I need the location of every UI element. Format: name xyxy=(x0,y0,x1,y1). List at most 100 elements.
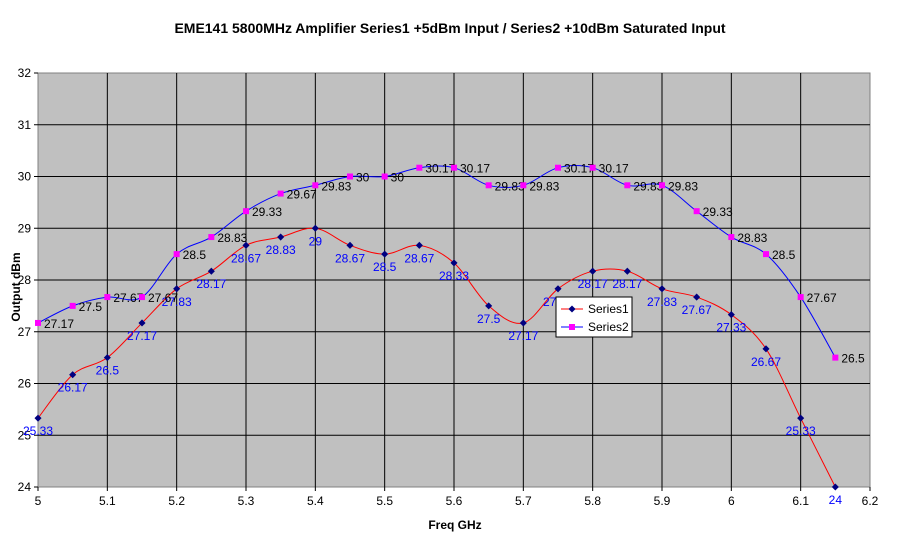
x-tick-label: 5.5 xyxy=(376,494,393,508)
y-tick-label: 28 xyxy=(18,273,32,287)
series1-point xyxy=(415,241,423,249)
series2-point xyxy=(728,234,735,241)
series2-data-label: 29.83 xyxy=(668,179,698,193)
x-tick-label: 5.6 xyxy=(446,494,463,508)
series2-data-label: 27.67 xyxy=(148,291,178,305)
series2-data-label: 30 xyxy=(356,171,370,185)
series2-point xyxy=(451,164,457,171)
series2-point xyxy=(520,182,527,189)
series1-data-label: 27.83 xyxy=(162,295,192,309)
legend-box xyxy=(555,296,633,338)
series1-data-label: 27.67 xyxy=(682,303,712,317)
series2-point xyxy=(485,182,492,189)
gridlines xyxy=(38,73,870,487)
series2-data-label: 27.5 xyxy=(79,300,103,314)
series1-point xyxy=(554,285,562,293)
y-tick-label: 27 xyxy=(18,325,32,339)
series2-data-label: 29.83 xyxy=(529,179,559,193)
series2-point xyxy=(35,319,41,326)
y-ticks: 24 25 26 27 28 29 30 31 32 xyxy=(18,66,38,494)
series1-data-label: 26.5 xyxy=(96,364,120,378)
series2-data-label: 30.17 xyxy=(564,162,594,176)
x-tick-label: 5.8 xyxy=(584,494,601,508)
series2-data-label: 29.33 xyxy=(703,205,733,219)
series1-point xyxy=(658,285,666,293)
series1-point xyxy=(69,371,77,379)
series2-point xyxy=(555,164,561,171)
series1-data-label: 28.67 xyxy=(231,251,261,265)
legend-marker xyxy=(569,324,575,330)
series2-data-label: 28.83 xyxy=(737,231,767,245)
legend: Series1 Series2 xyxy=(555,296,633,338)
series2-point xyxy=(381,173,388,180)
series1-data-label: 28.83 xyxy=(266,243,296,257)
series1-data-label: 28.33 xyxy=(439,269,469,283)
series2-point xyxy=(277,190,284,197)
series1-data-label: 28.17 xyxy=(578,277,608,291)
series2-point xyxy=(208,234,215,241)
series2-data-label: 29.83 xyxy=(495,179,525,193)
x-tick-label: 5.1 xyxy=(99,494,116,508)
x-axis-label: Freq GHz xyxy=(428,518,482,532)
series2-data-label: 29.83 xyxy=(321,179,351,193)
series2-data-label: 30.17 xyxy=(425,162,455,176)
series2-point xyxy=(173,251,180,258)
series2-point xyxy=(659,182,665,189)
series2-data-label: 27.67 xyxy=(113,291,143,305)
y-tick-label: 31 xyxy=(18,118,32,132)
series2-point xyxy=(312,182,319,189)
series2-data-label: 30.17 xyxy=(460,162,490,176)
series1-point xyxy=(450,259,458,267)
series1-data-label: 29 xyxy=(309,234,323,248)
series1-data-label: 28.67 xyxy=(404,251,434,265)
series1-point xyxy=(311,224,319,232)
x-tick-label: 6.2 xyxy=(862,494,879,508)
series1-point xyxy=(519,319,527,327)
series1-data-label: 27.17 xyxy=(127,329,157,343)
series1-point xyxy=(727,311,735,319)
series1-data-label: 27.83 xyxy=(647,295,677,309)
y-tick-label: 30 xyxy=(18,170,32,184)
series1-point xyxy=(34,414,42,422)
series1-point xyxy=(173,285,181,293)
series2-data-label: 26.5 xyxy=(841,352,865,366)
series1-point xyxy=(485,302,493,310)
series2-point xyxy=(832,354,839,361)
chart-title: EME141 5800MHz Amplifier Series1 +5dBm I… xyxy=(174,20,726,36)
series-group: 25.33 26.17 26.5 27.17 27.83 28.17 28.67 28.83 2… xyxy=(23,162,865,507)
series2-data-label: 28.5 xyxy=(772,248,796,262)
series2-point xyxy=(797,294,804,301)
series2-point xyxy=(347,173,353,180)
series1-data-label: 28.5 xyxy=(373,260,397,274)
series1-point xyxy=(831,483,839,491)
series1-data-label: 28.67 xyxy=(335,251,365,265)
legend-marker xyxy=(568,305,576,313)
legend-entry: Series2 xyxy=(588,320,629,334)
series1-data-label: 25.33 xyxy=(786,424,816,438)
series1-data-label: 26.67 xyxy=(751,355,781,369)
series2-data-label: 27.67 xyxy=(807,291,837,305)
x-tick-label: 6.1 xyxy=(792,494,809,508)
series2-point xyxy=(416,164,423,171)
x-tick-label: 5.7 xyxy=(515,494,532,508)
series2-point xyxy=(763,251,769,258)
legend-entry: Series1 xyxy=(588,302,629,316)
x-tick-label: 5.3 xyxy=(238,494,255,508)
series2-point xyxy=(243,208,249,215)
series1-point xyxy=(693,293,701,301)
series1-data-label: 25.33 xyxy=(23,424,53,438)
series1-point xyxy=(623,267,631,275)
series2-point xyxy=(589,164,596,171)
x-tick-label: 5.9 xyxy=(654,494,671,508)
x-tick-label: 5.4 xyxy=(307,494,324,508)
series2-point xyxy=(139,294,145,301)
series1-point xyxy=(138,319,146,327)
series1-data-label: 27.5 xyxy=(477,312,501,326)
x-tick-label: 5.2 xyxy=(168,494,185,508)
series1-data-label: 24 xyxy=(829,493,843,507)
x-tick-label: 6 xyxy=(728,494,735,508)
series1-data-label: 27.33 xyxy=(716,321,746,335)
series2-data-label: 29.67 xyxy=(287,188,317,202)
y-tick-label: 26 xyxy=(18,377,32,391)
